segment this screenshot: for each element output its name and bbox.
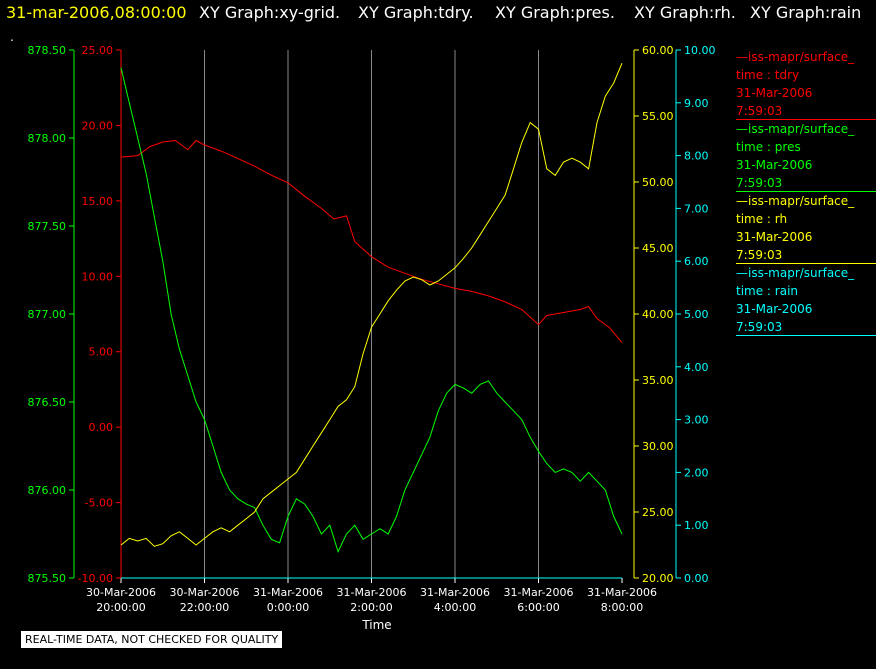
rain-tick-label: 8.00 xyxy=(684,150,709,163)
legend-date: 31-Mar-2006 xyxy=(736,230,813,244)
title-dot: . xyxy=(10,30,14,44)
legend-variable: time : pres xyxy=(736,140,801,154)
rh-tick-label: 55.00 xyxy=(642,110,674,123)
pres-tick-label: 876.00 xyxy=(28,484,67,497)
title-graph-pres: XY Graph:pres. xyxy=(495,3,615,22)
legend-time: 7:59:03 xyxy=(736,320,783,334)
rh-tick-label: 20.00 xyxy=(642,572,674,585)
x-tick-label-time: 4:00:00 xyxy=(434,601,476,614)
tdry-tick-label: 15.00 xyxy=(82,195,114,208)
rh-tick-label: 50.00 xyxy=(642,176,674,189)
x-tick-label-date: 31-Mar-2006 xyxy=(337,586,407,599)
rh-tick-label: 30.00 xyxy=(642,440,674,453)
legend-divider xyxy=(736,335,876,336)
x-axis-label: Time xyxy=(362,618,392,632)
x-tick-label-time: 0:00:00 xyxy=(267,601,309,614)
title-graph-tdry: XY Graph:tdry. xyxy=(358,3,474,22)
rain-tick-label: 7.00 xyxy=(684,202,709,215)
title-graph-rh: XY Graph:rh. xyxy=(634,3,736,22)
rh-tick-label: 40.00 xyxy=(642,308,674,321)
x-tick-label-date: 30-Mar-2006 xyxy=(86,586,156,599)
title-bar: 31-mar-2006,08:00:00 XY Graph:xy-grid. X… xyxy=(0,0,876,28)
x-tick-label-date: 30-Mar-2006 xyxy=(170,586,240,599)
tdry-tick-label: -5.00 xyxy=(85,497,113,510)
rain-tick-label: 0.00 xyxy=(684,572,709,585)
legend-variable: time : rain xyxy=(736,284,799,298)
tdry-tick-label: -10.00 xyxy=(78,572,113,585)
legend-time: 7:59:03 xyxy=(736,104,783,118)
tdry-tick-label: 25.00 xyxy=(82,44,114,57)
legend: —iss-mapr/surface_ time : tdry 31-Mar-20… xyxy=(736,48,876,336)
rain-tick-label: 1.00 xyxy=(684,519,709,532)
x-tick-label-date: 31-Mar-2006 xyxy=(420,586,490,599)
pres-tick-label: 878.00 xyxy=(28,132,67,145)
legend-divider xyxy=(736,263,876,264)
legend-entry-rain[interactable]: —iss-mapr/surface_ time : rain 31-Mar-20… xyxy=(736,264,876,336)
tdry-tick-label: 20.00 xyxy=(82,119,114,132)
pres-tick-label: 877.00 xyxy=(28,308,67,321)
title-date: 31-mar-2006,08:00:00 xyxy=(6,3,187,22)
tdry-tick-label: 10.00 xyxy=(82,270,114,283)
x-tick-label-date: 31-Mar-2006 xyxy=(253,586,323,599)
rh-tick-label: 60.00 xyxy=(642,44,674,57)
legend-time: 7:59:03 xyxy=(736,248,783,262)
quality-disclaimer: REAL-TIME DATA, NOT CHECKED FOR QUALITY xyxy=(21,631,283,648)
pres-tick-label: 877.50 xyxy=(28,220,67,233)
rain-tick-label: 9.00 xyxy=(684,97,709,110)
series-line-rh xyxy=(120,63,623,547)
legend-divider xyxy=(736,191,876,192)
x-tick-label-time: 22:00:00 xyxy=(180,601,229,614)
x-tick-label-date: 31-Mar-2006 xyxy=(504,586,574,599)
pres-tick-label: 875.50 xyxy=(28,572,67,585)
legend-time: 7:59:03 xyxy=(736,176,783,190)
pres-tick-label: 878.50 xyxy=(28,44,67,57)
rain-tick-label: 4.00 xyxy=(684,361,709,374)
rh-tick-label: 25.00 xyxy=(642,506,674,519)
legend-source: —iss-mapr/surface_ xyxy=(736,194,855,208)
series-line-pres xyxy=(120,67,623,553)
legend-source: —iss-mapr/surface_ xyxy=(736,266,855,280)
legend-divider xyxy=(736,119,876,120)
title-graph-xy-grid: XY Graph:xy-grid. xyxy=(199,3,341,22)
x-tick-label-time: 20:00:00 xyxy=(96,601,145,614)
legend-entry-tdry[interactable]: —iss-mapr/surface_ time : tdry 31-Mar-20… xyxy=(736,48,876,120)
rain-tick-label: 3.00 xyxy=(684,414,709,427)
legend-date: 31-Mar-2006 xyxy=(736,158,813,172)
rain-tick-label: 10.00 xyxy=(684,44,716,57)
title-graph-rain: XY Graph:rain xyxy=(750,3,862,22)
legend-date: 31-Mar-2006 xyxy=(736,86,813,100)
legend-entry-pres[interactable]: —iss-mapr/surface_ time : pres 31-Mar-20… xyxy=(736,120,876,192)
legend-date: 31-Mar-2006 xyxy=(736,302,813,316)
x-tick-label-time: 2:00:00 xyxy=(350,601,392,614)
pres-tick-label: 876.50 xyxy=(28,396,67,409)
legend-variable: time : tdry xyxy=(736,68,800,82)
x-tick-label-date: 31-Mar-2006 xyxy=(587,586,657,599)
legend-source: —iss-mapr/surface_ xyxy=(736,122,855,136)
tdry-tick-label: 5.00 xyxy=(89,346,114,359)
legend-entry-rh[interactable]: —iss-mapr/surface_ time : rh 31-Mar-2006… xyxy=(736,192,876,264)
rh-tick-label: 35.00 xyxy=(642,374,674,387)
series-line-tdry xyxy=(120,139,623,344)
tdry-tick-label: 0.00 xyxy=(89,421,114,434)
rain-tick-label: 2.00 xyxy=(684,466,709,479)
x-tick-label-time: 6:00:00 xyxy=(517,601,559,614)
rh-tick-label: 45.00 xyxy=(642,242,674,255)
x-tick-label-time: 8:00:00 xyxy=(601,601,643,614)
rain-tick-label: 6.00 xyxy=(684,255,709,268)
legend-variable: time : rh xyxy=(736,212,788,226)
legend-source: —iss-mapr/surface_ xyxy=(736,50,855,64)
rain-tick-label: 5.00 xyxy=(684,308,709,321)
